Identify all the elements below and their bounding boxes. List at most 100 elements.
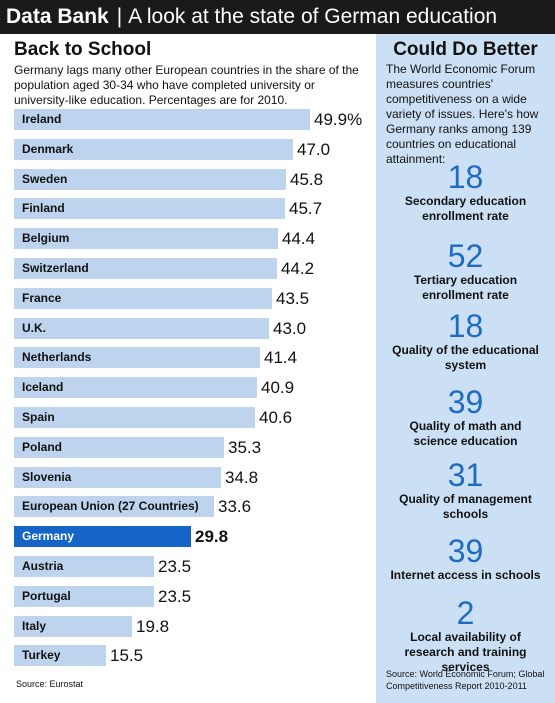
bar (14, 645, 106, 666)
bar-row: Austria 23.5 (14, 556, 367, 577)
rank-item: 18 Secondary education enrollment rate (376, 160, 555, 224)
right-panel: Could Do Better The World Economic Forum… (376, 34, 555, 703)
rank-number: 31 (447, 457, 484, 493)
bar (14, 347, 260, 368)
bar-category-label: Italy (22, 619, 47, 633)
rank-label: Internet access in schools (390, 568, 541, 582)
bar-category-label: Netherlands (22, 350, 92, 364)
rank-label: Local availability of research and train… (404, 630, 527, 674)
bar-value-label: 33.6 (218, 497, 252, 516)
rank-label: Quality of the educational system (392, 343, 539, 372)
bar-row: France 43.5 (14, 288, 367, 309)
rank-item: 2 Local availability of research and trai… (376, 596, 555, 675)
rank-number: 2 (456, 595, 475, 631)
bar-row: Poland 35.3 (14, 437, 367, 458)
bar (14, 258, 277, 279)
bar-row: U.K. 43.0 (14, 318, 367, 339)
chart-title: Back to School (14, 39, 152, 60)
rank-number: 39 (447, 533, 484, 569)
bar-category-label: European Union (27 Countries) (22, 499, 199, 513)
bar-row: Germany 29.8 (14, 526, 367, 547)
bar-category-label: U.K. (22, 321, 46, 335)
bar-value-label: 45.7 (289, 199, 323, 218)
bar (14, 198, 285, 219)
header-separator: | (116, 5, 123, 28)
bar (14, 496, 214, 517)
rank-number: 52 (447, 238, 484, 274)
bar-row: Netherlands 41.4 (14, 347, 367, 368)
bar-chart: Ireland 49.9% Denmark 47.0 Sweden 45.8 Finland… (14, 109, 367, 669)
bar-category-label: Denmark (22, 142, 74, 156)
bar-category-label: Spain (22, 410, 55, 424)
bar (14, 407, 255, 428)
bar-value-label: 41.4 (264, 348, 298, 367)
bar-value-label: 45.8 (290, 170, 324, 189)
bar-row: Turkey 15.5 (14, 645, 367, 666)
bar-value-label: 47.0 (297, 140, 331, 159)
bar-value-label: 19.8 (136, 617, 170, 636)
bar-value-label: 49.9% (314, 110, 363, 129)
bar-value-label: 29.8 (195, 527, 229, 546)
bar-category-label: Switzerland (22, 261, 89, 275)
bar-value-label: 23.5 (158, 587, 192, 606)
bar (14, 467, 221, 488)
bar-value-label: 43.5 (276, 289, 310, 308)
bar-row: Switzerland 44.2 (14, 258, 367, 279)
bar-row: Italy 19.8 (14, 616, 367, 637)
bar-row: Belgium 44.4 (14, 228, 367, 249)
rankings-title: Could Do Better (393, 39, 538, 60)
rank-label: Secondary education enrollment rate (404, 194, 527, 223)
bar-value-label: 40.6 (259, 408, 293, 427)
bar-category-label: Portugal (22, 589, 71, 603)
bar-category-label: Belgium (22, 231, 70, 245)
rank-label: Quality of management schools (399, 492, 532, 521)
bar-row: Ireland 49.9% (14, 109, 367, 130)
rankings-source: Source: World Economic Forum; Global Com… (386, 669, 545, 691)
bar-value-label: 44.2 (281, 259, 315, 278)
bar (14, 556, 154, 577)
bar (14, 437, 224, 458)
bar (14, 318, 269, 339)
rank-number: 39 (447, 384, 484, 420)
bar-value-label: 35.3 (228, 438, 262, 457)
bar (14, 228, 278, 249)
chart-description: Germany lags many other European countri… (14, 63, 359, 107)
bar-category-label: Germany (22, 529, 75, 543)
bar-category-label: Finland (22, 201, 65, 215)
bar (14, 586, 154, 607)
header-subtitle: A look at the state of German education (128, 5, 498, 28)
bar-row: Spain 40.6 (14, 407, 367, 428)
rank-item: 18 Quality of the educational system (376, 309, 555, 373)
bar-category-label: Poland (22, 440, 63, 454)
header-bar: Data Bank | A look at the state of Germa… (0, 0, 555, 34)
rank-number: 18 (447, 308, 484, 344)
bar (14, 616, 132, 637)
bar (14, 139, 293, 160)
rank-label: Quality of math and science education (409, 419, 522, 448)
bar-category-label: Austria (22, 559, 64, 573)
bar-value-label: 34.8 (225, 468, 259, 487)
rank-label: Tertiary education enrollment rate (413, 273, 518, 302)
bar-category-label: Sweden (22, 172, 68, 186)
brand-title: Data Bank (6, 5, 109, 28)
bar-category-label: Turkey (22, 648, 61, 662)
bar-row: European Union (27 Countries) 33.6 (14, 496, 367, 517)
bar-category-label: France (22, 291, 62, 305)
bar-value-label: 44.4 (282, 229, 316, 248)
rank-number: 18 (447, 159, 484, 195)
rank-item: 52 Tertiary education enrollment rate (376, 239, 555, 303)
bar-category-label: Ireland (22, 112, 62, 126)
rank-item: 31 Quality of management schools (376, 458, 555, 522)
bar (14, 169, 286, 190)
bar-row: Finland 45.7 (14, 198, 367, 219)
chart-source: Source: Eurostat (16, 679, 84, 689)
bar (14, 526, 191, 547)
bar-value-label: 15.5 (110, 646, 144, 665)
bar-category-label: Iceland (22, 380, 64, 394)
rank-item: 39 Quality of math and science education (376, 385, 555, 449)
bar-row: Portugal 23.5 (14, 586, 367, 607)
rank-item: 39 Internet access in schools (376, 534, 555, 583)
bar (14, 109, 310, 130)
bar-row: Denmark 47.0 (14, 139, 367, 160)
bar-row: Iceland 40.9 (14, 377, 367, 398)
